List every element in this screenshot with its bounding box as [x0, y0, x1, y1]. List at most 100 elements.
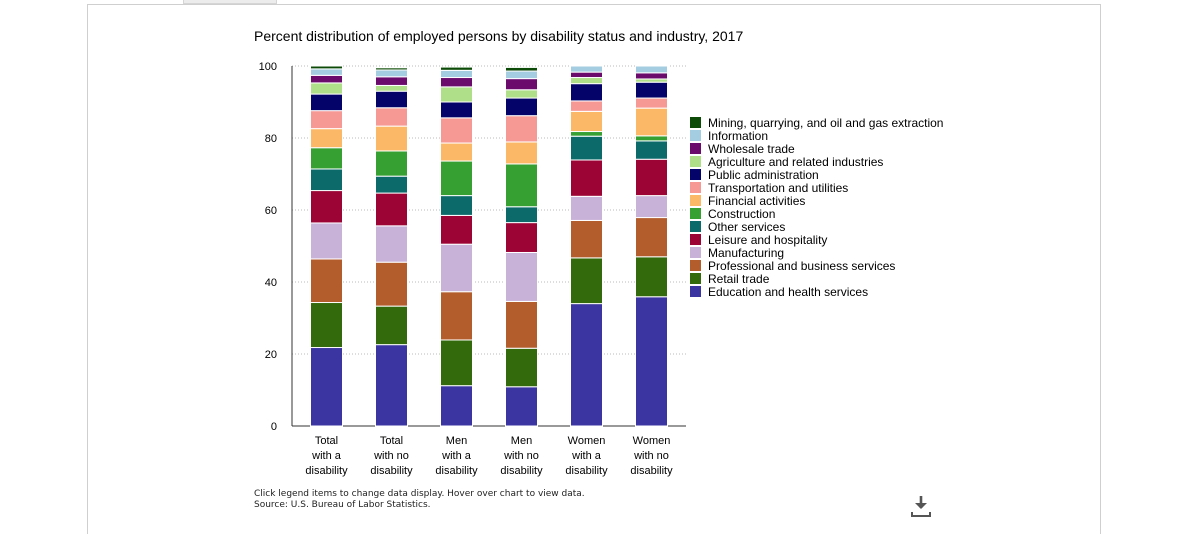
legend-swatch[interactable]	[690, 273, 701, 284]
legend-swatch[interactable]	[690, 286, 701, 297]
legend-swatch[interactable]	[690, 117, 701, 128]
bar-segment[interactable]	[440, 77, 473, 88]
bar-segment[interactable]	[505, 300, 538, 349]
bar-segment[interactable]	[570, 219, 603, 259]
legend-swatch[interactable]	[690, 169, 701, 180]
bar-segment[interactable]	[310, 258, 343, 304]
tab-stub[interactable]	[183, 0, 277, 4]
bar-segment[interactable]	[310, 128, 343, 149]
bar-segment[interactable]	[505, 78, 538, 91]
legend-item-label[interactable]: Education and health services	[708, 285, 868, 299]
bar-segment[interactable]	[505, 222, 538, 253]
bar-segment[interactable]	[375, 69, 408, 78]
legend-item-label[interactable]: Other services	[708, 220, 785, 234]
bar-segment[interactable]	[505, 70, 538, 80]
bar-segment[interactable]	[635, 140, 668, 160]
bar-segment[interactable]	[440, 291, 473, 341]
bar-segment[interactable]	[505, 115, 538, 143]
bar-segment[interactable]	[635, 256, 668, 298]
bar-segment[interactable]	[310, 222, 343, 260]
bar-segment[interactable]	[440, 160, 473, 197]
legend-swatch[interactable]	[690, 195, 701, 206]
bar-segment[interactable]	[310, 302, 343, 349]
bar-segment[interactable]	[440, 385, 473, 427]
legend-swatch[interactable]	[690, 130, 701, 141]
bar-segment[interactable]	[375, 261, 408, 307]
bar-segment[interactable]	[635, 158, 668, 197]
bar-segment[interactable]	[310, 82, 343, 95]
bar-segment[interactable]	[570, 131, 603, 137]
legend-item-label[interactable]: Mining, quarrying, and oil and gas extra…	[708, 116, 943, 130]
bar-segment[interactable]	[440, 339, 473, 387]
legend-item-label[interactable]: Retail trade	[708, 272, 770, 286]
bar-segment[interactable]	[375, 84, 408, 92]
bar-segment[interactable]	[635, 81, 668, 99]
bar-segment[interactable]	[505, 66, 538, 72]
bar-segment[interactable]	[570, 65, 603, 73]
legend-swatch[interactable]	[690, 247, 701, 258]
stacked-bar-chart[interactable]: 0 20 40 60 80 100 Total with a disability Total wi…	[0, 0, 1192, 520]
bar-segment[interactable]	[635, 135, 668, 142]
legend-item-label[interactable]: Financial activities	[708, 194, 805, 208]
bar-segment[interactable]	[375, 305, 408, 346]
bar-segment[interactable]	[505, 97, 538, 117]
bar-segment[interactable]	[440, 101, 473, 119]
legend-item-label[interactable]: Information	[708, 129, 768, 143]
legend-swatch[interactable]	[690, 221, 701, 232]
bar-segment[interactable]	[635, 72, 668, 80]
bar-segment[interactable]	[310, 347, 343, 427]
legend-item-label[interactable]: Public administration	[708, 168, 819, 182]
legend-item-label[interactable]: Construction	[708, 207, 775, 221]
bar-segment[interactable]	[570, 71, 603, 79]
bar-segment[interactable]	[440, 69, 473, 79]
bar-segment[interactable]	[310, 74, 343, 84]
bar-segment[interactable]	[570, 100, 603, 112]
legend-swatch[interactable]	[690, 234, 701, 245]
bar-segment[interactable]	[440, 142, 473, 162]
bar-segment[interactable]	[440, 214, 473, 245]
bar-segment[interactable]	[375, 344, 408, 427]
bar-segment[interactable]	[570, 110, 603, 133]
bar-segment[interactable]	[570, 303, 603, 427]
bar-segment[interactable]	[310, 65, 343, 70]
legend-item-label[interactable]: Wholesale trade	[708, 142, 795, 156]
legend-swatch[interactable]	[690, 143, 701, 154]
bar-segment[interactable]	[505, 386, 538, 427]
bar-segment[interactable]	[310, 110, 343, 130]
bar-segment[interactable]	[440, 66, 473, 71]
bar-segment[interactable]	[570, 77, 603, 85]
legend-swatch[interactable]	[690, 208, 701, 219]
legend-item-label[interactable]: Leisure and hospitality	[708, 233, 827, 247]
bar-segment[interactable]	[505, 347, 538, 388]
bar-segment[interactable]	[505, 141, 538, 165]
bar-segment[interactable]	[505, 89, 538, 99]
download-button[interactable]	[909, 495, 933, 519]
bar-segment[interactable]	[570, 159, 603, 197]
bar-segment[interactable]	[440, 195, 473, 216]
bar-segment[interactable]	[440, 243, 473, 293]
bar-segment[interactable]	[570, 195, 603, 221]
bar-segment[interactable]	[310, 68, 343, 76]
legend-swatch[interactable]	[690, 182, 701, 193]
bar-segment[interactable]	[375, 107, 408, 127]
bar-segment[interactable]	[635, 195, 668, 219]
legend-item-label[interactable]: Agriculture and related industries	[708, 155, 883, 169]
legend-item-label[interactable]: Transportation and utilities	[708, 181, 848, 195]
bar-segment[interactable]	[375, 76, 408, 86]
bar-segment[interactable]	[635, 107, 668, 137]
bar-segment[interactable]	[635, 97, 668, 109]
bar-segment[interactable]	[635, 296, 668, 427]
bar-segment[interactable]	[310, 93, 343, 112]
legend-swatch[interactable]	[690, 156, 701, 167]
bar-segment[interactable]	[505, 251, 538, 302]
bar-segment[interactable]	[375, 67, 408, 71]
bar-segment[interactable]	[440, 86, 473, 103]
legend-item-label[interactable]: Professional and business services	[708, 259, 895, 273]
bar-segment[interactable]	[440, 117, 473, 144]
bar-segment[interactable]	[375, 150, 408, 177]
legend-item-label[interactable]: Manufacturing	[708, 246, 784, 260]
bar-segment[interactable]	[375, 225, 408, 263]
bar-segment[interactable]	[310, 147, 343, 170]
bar-segment[interactable]	[375, 90, 408, 109]
bar-segment[interactable]	[375, 192, 408, 227]
